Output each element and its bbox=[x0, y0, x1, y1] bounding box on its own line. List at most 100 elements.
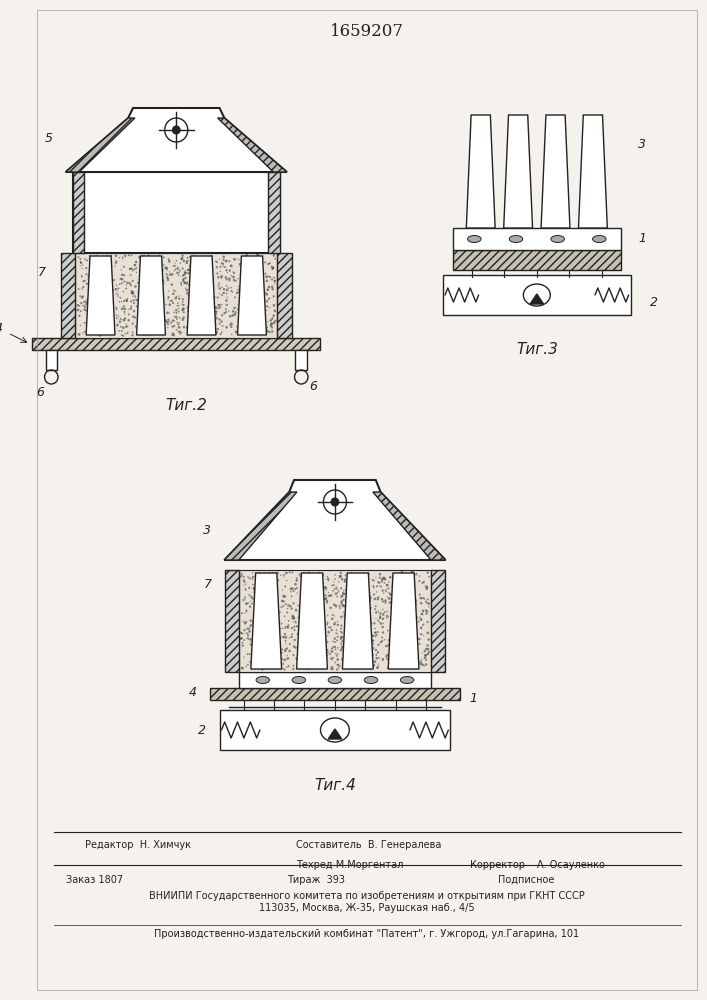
Circle shape bbox=[298, 648, 300, 650]
Circle shape bbox=[273, 277, 275, 279]
Circle shape bbox=[263, 295, 265, 297]
Circle shape bbox=[348, 665, 349, 667]
Circle shape bbox=[348, 661, 351, 663]
Circle shape bbox=[143, 255, 145, 257]
Circle shape bbox=[400, 643, 402, 645]
Circle shape bbox=[386, 584, 387, 586]
Circle shape bbox=[394, 616, 396, 618]
Circle shape bbox=[250, 271, 251, 273]
Circle shape bbox=[159, 269, 161, 271]
Polygon shape bbox=[277, 253, 292, 338]
Bar bbox=[296, 350, 307, 370]
Circle shape bbox=[194, 322, 197, 324]
Circle shape bbox=[406, 584, 408, 586]
Circle shape bbox=[273, 626, 274, 627]
Circle shape bbox=[162, 300, 164, 303]
Circle shape bbox=[389, 643, 392, 645]
Circle shape bbox=[310, 591, 313, 594]
Circle shape bbox=[223, 259, 225, 261]
Circle shape bbox=[257, 288, 259, 289]
Circle shape bbox=[398, 591, 401, 593]
Circle shape bbox=[92, 269, 94, 271]
Circle shape bbox=[354, 667, 356, 669]
Circle shape bbox=[325, 598, 327, 599]
Circle shape bbox=[300, 647, 301, 648]
Circle shape bbox=[317, 640, 319, 642]
Circle shape bbox=[119, 257, 120, 258]
Circle shape bbox=[127, 332, 129, 334]
Circle shape bbox=[301, 658, 303, 660]
Circle shape bbox=[130, 267, 133, 270]
Circle shape bbox=[403, 635, 404, 637]
Circle shape bbox=[265, 622, 266, 623]
Bar bbox=[239, 672, 431, 688]
Circle shape bbox=[241, 632, 243, 633]
Circle shape bbox=[266, 328, 268, 330]
Circle shape bbox=[85, 301, 87, 303]
Circle shape bbox=[243, 328, 245, 330]
Circle shape bbox=[267, 645, 270, 647]
Circle shape bbox=[123, 274, 125, 276]
Circle shape bbox=[327, 578, 329, 580]
Circle shape bbox=[292, 615, 293, 617]
Circle shape bbox=[81, 275, 82, 276]
Circle shape bbox=[87, 283, 88, 284]
Circle shape bbox=[264, 600, 266, 602]
Circle shape bbox=[195, 293, 198, 295]
Circle shape bbox=[402, 601, 404, 603]
Circle shape bbox=[221, 262, 222, 264]
Circle shape bbox=[215, 311, 218, 313]
Circle shape bbox=[419, 594, 421, 596]
Circle shape bbox=[255, 660, 256, 662]
Circle shape bbox=[94, 313, 95, 315]
Circle shape bbox=[146, 284, 148, 287]
Circle shape bbox=[410, 582, 411, 583]
Circle shape bbox=[337, 592, 339, 594]
Circle shape bbox=[423, 665, 425, 667]
Circle shape bbox=[334, 662, 336, 663]
Polygon shape bbox=[66, 108, 287, 172]
Circle shape bbox=[372, 661, 373, 662]
Circle shape bbox=[368, 590, 370, 592]
Polygon shape bbox=[328, 729, 341, 739]
Circle shape bbox=[241, 667, 244, 670]
Circle shape bbox=[352, 605, 354, 606]
Circle shape bbox=[379, 615, 381, 617]
Circle shape bbox=[176, 272, 179, 274]
Circle shape bbox=[366, 637, 369, 640]
Circle shape bbox=[298, 573, 300, 576]
Circle shape bbox=[166, 311, 169, 314]
Circle shape bbox=[351, 641, 353, 643]
Circle shape bbox=[252, 587, 255, 589]
Circle shape bbox=[269, 625, 271, 627]
Circle shape bbox=[225, 311, 227, 313]
Circle shape bbox=[341, 578, 344, 580]
Circle shape bbox=[152, 258, 154, 260]
Circle shape bbox=[181, 257, 184, 260]
Circle shape bbox=[325, 653, 327, 654]
Circle shape bbox=[341, 631, 343, 634]
Circle shape bbox=[406, 586, 407, 587]
Circle shape bbox=[235, 312, 237, 314]
Circle shape bbox=[221, 314, 223, 316]
Circle shape bbox=[180, 262, 181, 264]
Text: Производственно-издательский комбинат "Патент", г. Ужгород, ул.Гагарина, 101: Производственно-издательский комбинат "П… bbox=[154, 929, 579, 939]
Circle shape bbox=[284, 595, 286, 598]
Circle shape bbox=[311, 619, 313, 621]
Circle shape bbox=[240, 326, 242, 327]
Circle shape bbox=[267, 263, 269, 265]
Circle shape bbox=[160, 301, 163, 303]
Circle shape bbox=[259, 577, 261, 580]
Circle shape bbox=[315, 657, 317, 658]
Circle shape bbox=[233, 313, 236, 316]
Circle shape bbox=[291, 571, 293, 573]
Circle shape bbox=[409, 650, 410, 652]
Circle shape bbox=[218, 304, 221, 306]
Circle shape bbox=[383, 593, 384, 594]
Circle shape bbox=[384, 639, 385, 640]
Text: 2: 2 bbox=[198, 724, 206, 736]
Circle shape bbox=[289, 605, 292, 607]
Circle shape bbox=[428, 603, 429, 604]
Circle shape bbox=[134, 295, 136, 297]
Circle shape bbox=[278, 657, 280, 658]
